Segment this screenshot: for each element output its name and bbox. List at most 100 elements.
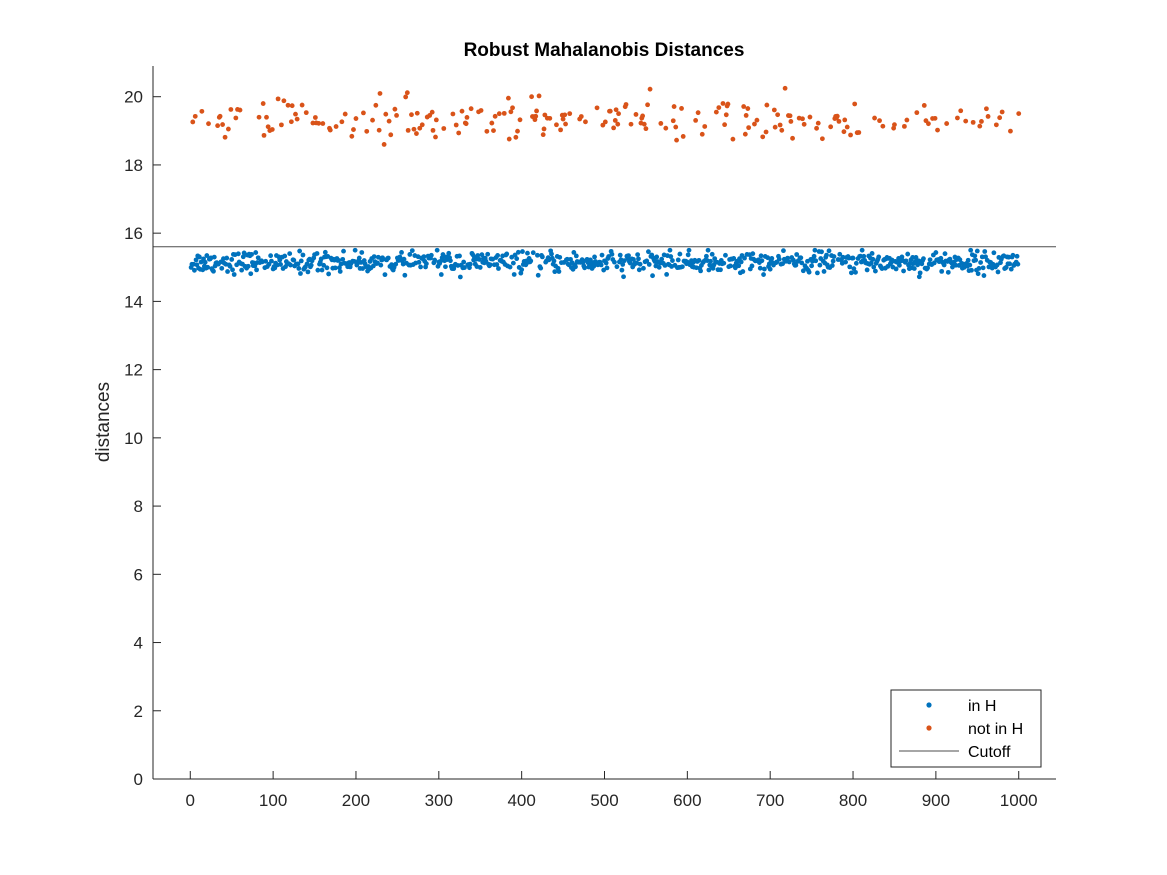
point-in-h bbox=[736, 263, 742, 269]
x-tick-label: 800 bbox=[839, 791, 867, 810]
point-in-h bbox=[761, 266, 767, 272]
point-not-in-h bbox=[558, 127, 563, 133]
point-not-in-h bbox=[852, 101, 858, 107]
point-in-h bbox=[731, 255, 737, 261]
point-not-in-h bbox=[1016, 111, 1022, 117]
point-not-in-h bbox=[316, 120, 322, 126]
point-in-h bbox=[314, 251, 320, 256]
point-in-h bbox=[864, 267, 870, 273]
point-not-in-h bbox=[279, 122, 284, 128]
point-not-in-h bbox=[892, 122, 897, 128]
point-in-h bbox=[911, 266, 917, 271]
point-in-h bbox=[231, 272, 237, 277]
point-in-h bbox=[708, 258, 713, 264]
point-in-h bbox=[319, 267, 325, 273]
point-not-in-h bbox=[403, 94, 409, 100]
point-in-h bbox=[893, 266, 899, 272]
point-in-h bbox=[767, 266, 773, 272]
point-in-h bbox=[861, 253, 867, 259]
point-not-in-h bbox=[670, 118, 676, 124]
point-in-h bbox=[641, 265, 646, 271]
point-in-h bbox=[721, 260, 727, 266]
point-not-in-h bbox=[607, 108, 613, 114]
point-not-in-h bbox=[763, 129, 769, 135]
point-not-in-h bbox=[754, 117, 760, 123]
point-not-in-h bbox=[842, 117, 848, 123]
x-ticks: 0 100 200 300 400 500 600 700 800 900 1000 bbox=[186, 771, 1038, 810]
point-in-h bbox=[685, 252, 691, 258]
point-in-h bbox=[794, 252, 800, 257]
point-in-h bbox=[799, 260, 805, 266]
point-not-in-h bbox=[484, 128, 490, 134]
point-in-h bbox=[848, 270, 854, 276]
point-not-in-h bbox=[190, 119, 196, 125]
point-in-h bbox=[399, 250, 404, 255]
point-not-in-h bbox=[722, 122, 728, 128]
point-not-in-h bbox=[433, 117, 439, 123]
point-not-in-h bbox=[801, 121, 807, 127]
point-in-h bbox=[288, 262, 293, 268]
point-in-h bbox=[980, 265, 986, 271]
point-not-in-h bbox=[289, 103, 295, 109]
point-in-h bbox=[332, 265, 338, 271]
point-not-in-h bbox=[723, 112, 729, 118]
y-tick-label: 12 bbox=[124, 361, 143, 380]
point-not-in-h bbox=[433, 134, 438, 140]
point-not-in-h bbox=[699, 131, 705, 137]
point-not-in-h bbox=[979, 119, 984, 124]
point-in-h bbox=[254, 267, 259, 273]
x-tick-label: 0 bbox=[186, 791, 195, 810]
point-in-h bbox=[582, 265, 588, 271]
point-in-h bbox=[738, 259, 744, 265]
point-in-h bbox=[549, 251, 554, 257]
legend-label-not-in-h: not in H bbox=[968, 721, 1023, 738]
point-in-h bbox=[461, 259, 467, 265]
point-in-h bbox=[475, 253, 481, 258]
point-in-h bbox=[263, 258, 269, 264]
point-not-in-h bbox=[841, 129, 847, 135]
point-in-h bbox=[758, 253, 764, 259]
point-in-h bbox=[239, 267, 245, 273]
point-not-in-h bbox=[594, 105, 600, 111]
point-in-h bbox=[407, 252, 413, 257]
point-in-h bbox=[520, 249, 525, 254]
point-in-h bbox=[798, 255, 804, 261]
point-not-in-h bbox=[361, 110, 366, 116]
point-in-h bbox=[511, 272, 517, 277]
point-not-in-h bbox=[508, 109, 514, 115]
point-not-in-h bbox=[633, 112, 639, 117]
point-in-h bbox=[644, 258, 650, 264]
point-in-h bbox=[686, 247, 692, 253]
point-in-h bbox=[504, 251, 510, 257]
point-in-h bbox=[278, 262, 283, 267]
point-in-h bbox=[809, 263, 815, 269]
point-not-in-h bbox=[386, 118, 392, 124]
point-not-in-h bbox=[405, 127, 411, 133]
legend-marker-not-in-h bbox=[926, 725, 932, 731]
point-not-in-h bbox=[673, 124, 679, 130]
point-in-h bbox=[598, 262, 604, 268]
point-in-h bbox=[637, 261, 643, 267]
point-in-h bbox=[340, 256, 346, 262]
point-in-h bbox=[227, 263, 233, 269]
point-in-h bbox=[1008, 266, 1014, 272]
point-in-h bbox=[477, 257, 482, 262]
point-not-in-h bbox=[623, 102, 629, 107]
point-in-h bbox=[969, 267, 974, 273]
point-in-h bbox=[837, 251, 843, 257]
point-in-h bbox=[337, 265, 342, 271]
point-in-h bbox=[287, 251, 293, 257]
point-not-in-h bbox=[782, 85, 788, 91]
point-not-in-h bbox=[790, 135, 795, 141]
point-in-h bbox=[656, 264, 662, 270]
point-not-in-h bbox=[233, 115, 239, 121]
point-in-h bbox=[245, 263, 251, 269]
point-not-in-h bbox=[771, 107, 777, 113]
point-in-h bbox=[315, 267, 321, 273]
point-not-in-h bbox=[702, 124, 708, 129]
point-not-in-h bbox=[611, 125, 617, 131]
point-not-in-h bbox=[496, 111, 502, 117]
point-in-h bbox=[913, 255, 919, 260]
x-tick-label: 500 bbox=[590, 791, 618, 810]
point-in-h bbox=[704, 253, 709, 259]
